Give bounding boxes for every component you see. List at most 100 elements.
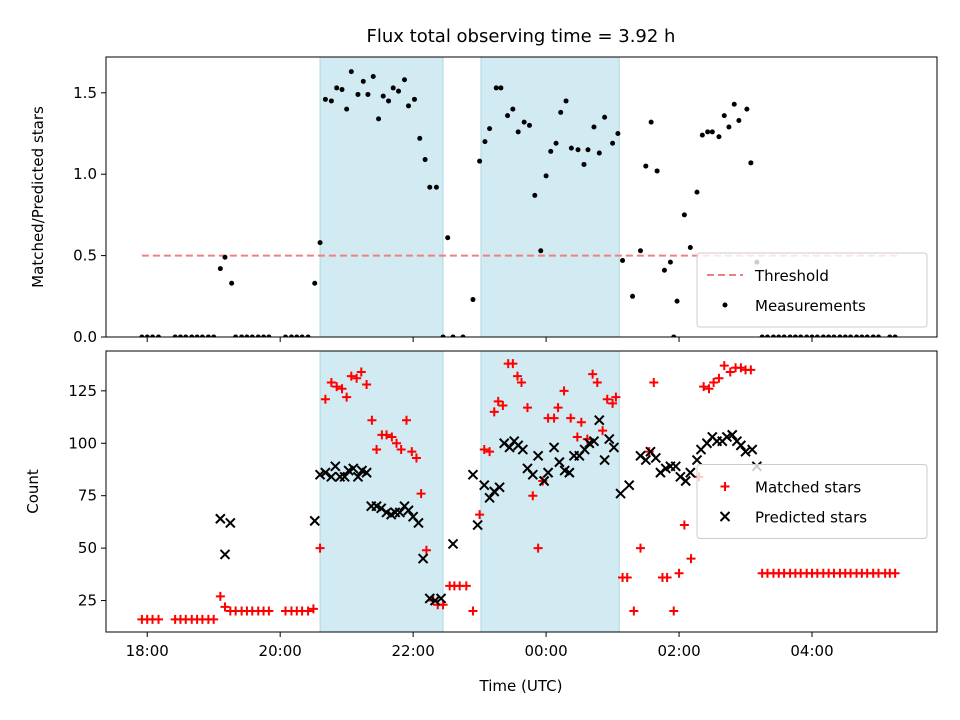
measurement-point <box>731 101 737 107</box>
matched-star-point <box>686 554 696 564</box>
measurement-point <box>809 334 815 337</box>
matched-star-point <box>719 361 729 371</box>
measurement-point <box>282 334 288 337</box>
matched-star-point <box>303 606 313 616</box>
measurement-point <box>498 85 504 91</box>
matched-star-point <box>602 394 612 404</box>
legend-box <box>696 464 928 539</box>
measurement-point <box>433 184 439 190</box>
predicted-star-point <box>472 519 483 531</box>
measurement-point <box>661 267 667 273</box>
matched-star-point <box>611 392 621 402</box>
measurement-point <box>344 106 350 112</box>
matched-star-point <box>736 363 746 373</box>
predicted-star-point <box>517 444 529 455</box>
legend: Matched stars Predicted stars <box>696 464 928 539</box>
predicted-star-point <box>215 513 226 524</box>
measurement-point <box>172 334 178 337</box>
measurement-point <box>470 297 476 303</box>
matched-star-point <box>220 602 230 612</box>
observing-window-2 <box>480 56 620 338</box>
legend-box <box>696 252 928 328</box>
measurement-point <box>177 334 183 337</box>
matched-star-point <box>629 606 639 616</box>
matched-star-point <box>508 359 518 369</box>
measurement-point <box>328 98 334 104</box>
matched-star-point <box>154 614 164 624</box>
measurement-point <box>602 114 608 120</box>
matched-star-point <box>337 384 347 394</box>
matched-star-point <box>362 380 372 390</box>
measurement-point <box>233 334 239 337</box>
y-tick-label: 0.5 <box>73 247 97 265</box>
legend-label: Predicted stars <box>755 509 867 527</box>
predicted-star-point <box>484 492 495 503</box>
measurement-point <box>386 98 392 104</box>
legend: Threshold Measurements <box>696 252 928 328</box>
predicted-star-point <box>650 452 661 464</box>
predicted-star-point <box>225 517 236 529</box>
y-tick-label: 125 <box>68 382 97 400</box>
measurement-point <box>189 334 195 337</box>
measurement-point <box>305 334 311 337</box>
predicted-star-point <box>579 444 590 455</box>
predicted-star-point <box>479 480 490 491</box>
measurement-point <box>417 135 423 141</box>
matched-star-point <box>608 398 618 408</box>
measurement-point <box>205 334 211 337</box>
predicted-star-point <box>339 471 350 483</box>
measurement-point <box>814 334 820 337</box>
measurement-point <box>842 334 848 337</box>
measurement-point <box>199 334 205 337</box>
y-tick-label: 100 <box>68 434 97 452</box>
measurement-point <box>411 96 417 102</box>
measurement-point <box>339 87 345 93</box>
matched-star-point <box>421 545 431 555</box>
measurement-point <box>487 126 493 132</box>
matched-star-point <box>308 604 318 614</box>
measurement-point <box>548 148 554 154</box>
measurement-point <box>427 184 433 190</box>
measurement-point <box>477 158 483 164</box>
matched-star-point <box>407 447 417 457</box>
matched-star-point <box>485 447 495 457</box>
matched-star-point <box>553 403 563 413</box>
observing-window-1 <box>319 350 444 633</box>
matched-star-point <box>209 614 219 624</box>
measurement-point <box>222 254 228 260</box>
top-panel-ratio: 0.0 0.5 1.0 1.5 Matched/Predicted stars Thres… <box>29 56 938 346</box>
matched-star-point <box>372 445 382 455</box>
measurement-point <box>615 131 621 137</box>
predicted-star-point <box>447 538 459 550</box>
measurement-point <box>493 85 499 91</box>
measurement-point <box>864 334 870 337</box>
predicted-star-point <box>326 471 337 483</box>
measurement-point <box>837 334 843 337</box>
matched-star-point <box>411 453 421 463</box>
predicted-star-point <box>504 442 515 453</box>
measurement-point <box>764 334 770 337</box>
predicted-star-point <box>219 549 231 560</box>
measurement-point <box>699 132 705 138</box>
matched-star-point <box>475 510 485 520</box>
matched-star-point <box>533 543 543 553</box>
predicted-star-point <box>320 467 331 478</box>
measurement-point <box>217 266 223 272</box>
measurement-point <box>515 129 521 135</box>
predicted-star-point <box>532 450 544 462</box>
matched-star-point <box>674 568 684 578</box>
x-axis-label: Time (UTC) <box>479 677 563 695</box>
measurement-point <box>144 334 150 337</box>
measurement-point <box>787 334 793 337</box>
matched-star-point <box>416 489 426 499</box>
measurement-point <box>681 212 687 218</box>
measurement-point <box>826 334 832 337</box>
measurement-point <box>532 192 538 198</box>
measurement-point <box>183 334 189 337</box>
measurement-point <box>460 334 466 337</box>
measurement-point <box>591 124 597 130</box>
measurement-point <box>348 69 354 75</box>
matched-star-point <box>320 394 330 404</box>
matched-star-point <box>649 377 659 387</box>
